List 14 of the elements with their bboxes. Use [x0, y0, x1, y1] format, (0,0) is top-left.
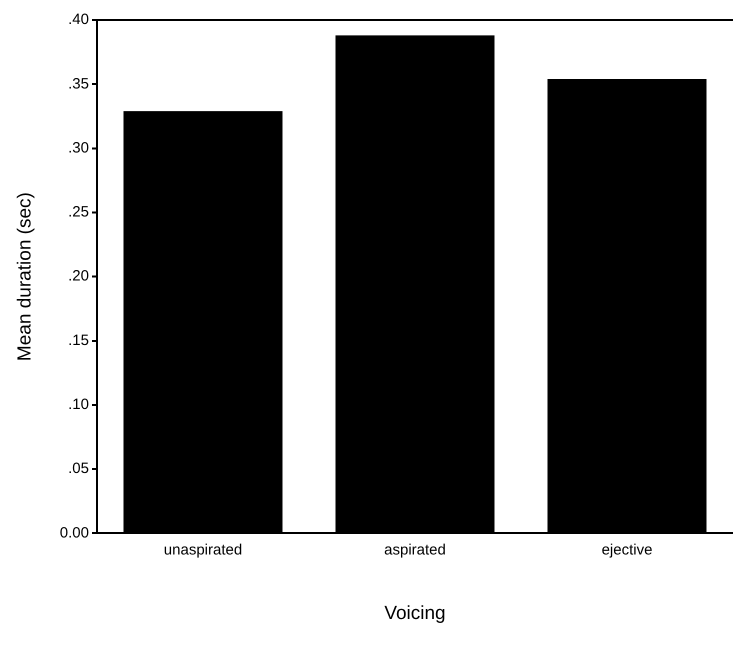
- y-tick-label: .25: [68, 204, 89, 221]
- y-tick-label: .30: [68, 139, 89, 156]
- y-tick-label: .40: [68, 11, 89, 28]
- y-tick-label: .35: [68, 75, 89, 92]
- y-axis-title: Mean duration (sec): [14, 192, 36, 362]
- x-tick-label: ejective: [602, 541, 652, 558]
- x-axis-title: Voicing: [384, 602, 446, 624]
- y-tick-label: .05: [68, 460, 89, 478]
- x-tick-label: aspirated: [384, 541, 446, 558]
- y-tick-label: .15: [68, 332, 89, 349]
- x-tick-label: unaspirated: [164, 541, 242, 558]
- y-tick-label: .10: [68, 396, 89, 414]
- y-tick-label: .20: [68, 268, 89, 285]
- y-tick-label: 0.00: [60, 524, 89, 542]
